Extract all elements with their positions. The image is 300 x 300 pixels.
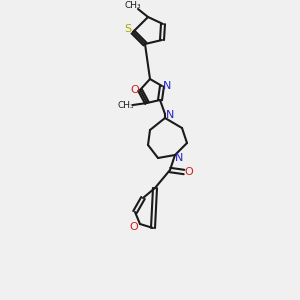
Text: N: N — [163, 81, 171, 91]
Text: O: O — [130, 222, 138, 232]
Text: N: N — [175, 153, 183, 163]
Text: N: N — [166, 110, 174, 120]
Text: CH₃: CH₃ — [118, 100, 134, 109]
Text: O: O — [130, 85, 140, 95]
Text: S: S — [124, 24, 132, 34]
Text: CH₃: CH₃ — [125, 2, 141, 10]
Text: O: O — [184, 167, 194, 177]
